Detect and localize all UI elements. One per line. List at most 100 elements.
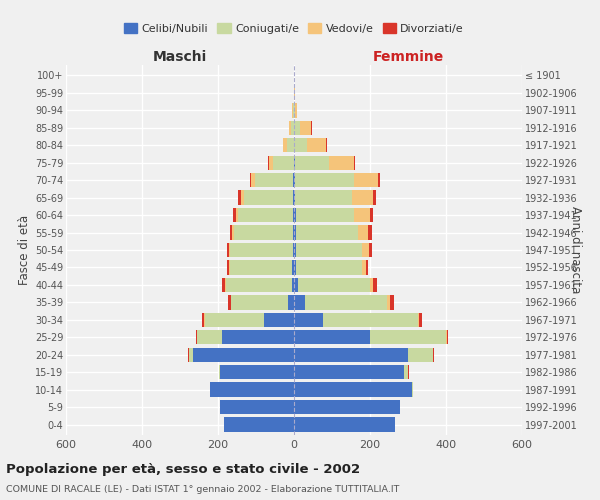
Bar (294, 418, 395, 432)
Bar (234, 226, 293, 239)
Bar (291, 120, 294, 135)
Bar (294, 208, 296, 222)
Y-axis label: Anni di nascita: Anni di nascita (569, 206, 582, 294)
Bar (379, 173, 380, 188)
Bar (387, 295, 390, 310)
Bar (294, 103, 295, 118)
Text: COMUNE DI RACALE (LE) - Dati ISTAT 1° gennaio 2002 - Elaborazione TUTTITALIA.IT: COMUNE DI RACALE (LE) - Dati ISTAT 1° ge… (6, 485, 400, 494)
Bar (296, 260, 362, 274)
Bar (373, 190, 376, 205)
Bar (255, 173, 293, 188)
Bar (295, 103, 297, 118)
Bar (202, 312, 205, 327)
Bar (294, 348, 408, 362)
Bar (293, 190, 294, 205)
Bar (293, 173, 294, 188)
Bar (226, 278, 292, 292)
Bar (233, 208, 236, 222)
Bar (220, 400, 294, 414)
Bar (292, 260, 294, 274)
Bar (352, 190, 373, 205)
Bar (219, 365, 220, 380)
Bar (366, 260, 368, 274)
Bar (355, 208, 370, 222)
Legend: Celibi/Nubili, Coniugati/e, Vedovi/e, Divorziati/e: Celibi/Nubili, Coniugati/e, Vedovi/e, Di… (119, 19, 469, 38)
Bar (283, 138, 287, 152)
Bar (238, 190, 241, 205)
Bar (225, 278, 226, 292)
Bar (298, 278, 370, 292)
Bar (362, 243, 369, 257)
Y-axis label: Fasce di età: Fasce di età (17, 215, 31, 285)
Bar (250, 173, 251, 188)
Bar (369, 243, 372, 257)
Bar (269, 156, 273, 170)
Bar (295, 156, 329, 170)
Bar (220, 365, 294, 380)
Bar (230, 226, 232, 239)
Bar (329, 156, 353, 170)
Bar (263, 312, 294, 327)
Bar (232, 226, 234, 239)
Bar (446, 330, 447, 344)
Bar (418, 312, 419, 327)
Bar (305, 295, 387, 310)
Bar (294, 173, 295, 188)
Bar (294, 278, 298, 292)
Bar (230, 260, 292, 274)
Bar (370, 278, 373, 292)
Bar (296, 243, 362, 257)
Bar (196, 330, 197, 344)
Bar (295, 190, 352, 205)
Bar (294, 295, 305, 310)
Bar (287, 138, 294, 152)
Bar (227, 243, 229, 257)
Bar (433, 348, 434, 362)
Text: Maschi: Maschi (153, 50, 207, 64)
Bar (293, 243, 294, 257)
Bar (241, 190, 244, 205)
Bar (227, 295, 230, 310)
Bar (373, 278, 377, 292)
Bar (390, 295, 394, 310)
Bar (294, 382, 412, 397)
Bar (230, 295, 232, 310)
Bar (370, 208, 373, 222)
Bar (294, 190, 295, 205)
Bar (370, 330, 446, 344)
Bar (229, 260, 230, 274)
Bar (222, 278, 225, 292)
Bar (205, 312, 263, 327)
Bar (189, 348, 193, 362)
Bar (292, 278, 294, 292)
Bar (296, 208, 355, 222)
Bar (244, 190, 293, 205)
Bar (311, 120, 312, 135)
Bar (222, 330, 294, 344)
Bar (294, 138, 307, 152)
Bar (323, 312, 418, 327)
Bar (294, 260, 296, 274)
Bar (295, 173, 353, 188)
Bar (293, 208, 294, 222)
Bar (294, 400, 400, 414)
Text: Femmine: Femmine (373, 50, 443, 64)
Bar (224, 418, 294, 432)
Bar (412, 382, 413, 397)
Bar (294, 120, 300, 135)
Bar (232, 295, 289, 310)
Bar (238, 208, 293, 222)
Bar (353, 173, 379, 188)
Bar (408, 348, 433, 362)
Bar (273, 156, 294, 170)
Bar (230, 243, 293, 257)
Bar (229, 243, 230, 257)
Bar (193, 348, 294, 362)
Bar (294, 330, 370, 344)
Bar (447, 330, 448, 344)
Bar (419, 312, 422, 327)
Bar (294, 243, 296, 257)
Bar (294, 365, 404, 380)
Bar (300, 120, 311, 135)
Bar (296, 226, 358, 239)
